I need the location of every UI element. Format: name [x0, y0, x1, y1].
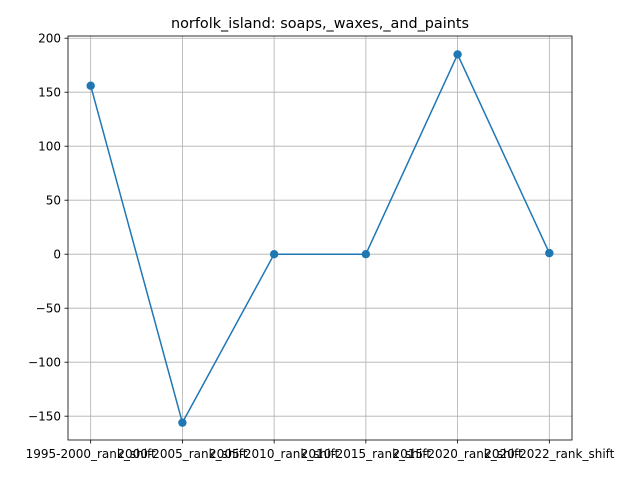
x-tick-label: 1995-2000_rank_shift	[26, 447, 156, 461]
x-tick-label: 2015-2020_rank_shift	[393, 447, 523, 461]
series-line	[89, 53, 551, 424]
axes: 1995-2000_rank_shift2000-2005_rank_shift…	[26, 32, 615, 461]
data-point	[269, 249, 279, 259]
y-tick-label: 100	[38, 140, 61, 154]
y-tick-label: 150	[38, 86, 61, 100]
y-tick-label: −150	[28, 409, 61, 423]
data-point	[545, 248, 554, 258]
y-tick-label: −50	[36, 301, 61, 315]
x-tick-label: 2010-2015_rank_shift	[301, 447, 431, 461]
plot-frame	[67, 35, 573, 441]
data-point	[86, 81, 95, 90]
data-point	[453, 50, 462, 59]
y-tick-label: 200	[38, 32, 61, 46]
y-tick-label: −100	[28, 355, 61, 369]
y-tick-label: 50	[46, 194, 61, 208]
y-tick-label: 0	[53, 247, 61, 261]
x-tick-label: 2020-2022_rank_shift	[484, 447, 614, 461]
series-layer	[86, 50, 554, 427]
data-point	[178, 418, 187, 427]
x-tick-label: 2005-2010_rank_shift	[209, 447, 339, 461]
chart-title: norfolk_island: soaps,_waxes,_and_paints	[171, 16, 469, 32]
data-point	[361, 249, 371, 259]
x-tick-label: 2000-2005_rank_shift	[117, 447, 247, 461]
